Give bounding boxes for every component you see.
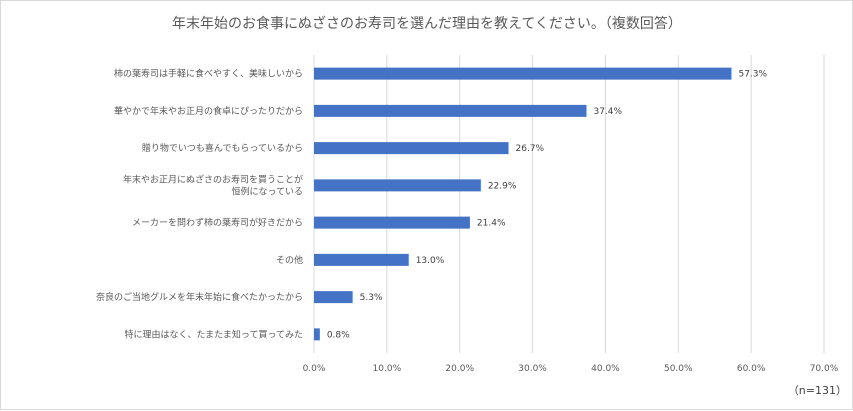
bar: [314, 216, 470, 229]
category-label: 柿の葉寿司は手軽に食べやすく、美味しいから: [114, 68, 303, 80]
category-label: 恒例になっている: [231, 185, 303, 197]
value-label: 22.9%: [488, 181, 517, 191]
bar: [314, 104, 587, 117]
category-label: メーカーを問わず柿の葉寿司が好きだから: [132, 217, 303, 229]
category-label: 華やかで年末やお正月の食卓にぴったりだから: [114, 105, 303, 117]
category-label: 贈り物でいつも喜んでもらっているから: [142, 142, 303, 154]
x-tick-label: 30.0%: [518, 364, 547, 374]
bar: [314, 179, 481, 192]
bar: [314, 67, 732, 80]
category-label: 奈良のご当地グルメを年末年始に食べたかったから: [96, 291, 303, 303]
x-tick-label: 40.0%: [591, 364, 620, 374]
x-tick-label: 70.0%: [810, 364, 839, 374]
gridlines: [313, 55, 825, 353]
bar: [314, 253, 409, 266]
category-labels: 柿の葉寿司は手軽に食べやすく、美味しいから華やかで年末やお正月の食卓にぴったりだ…: [96, 68, 303, 341]
category-label: その他: [276, 254, 303, 266]
bars: [314, 67, 732, 341]
bar: [314, 291, 353, 304]
value-label: 26.7%: [516, 144, 545, 154]
value-label: 13.0%: [416, 256, 445, 266]
value-label: 0.8%: [327, 330, 350, 340]
x-tick-label: 20.0%: [445, 364, 474, 374]
chart-title: 年末年始のお食事にぬざさのお寿司を選んだ理由を教えてください。（複数回答）: [172, 15, 682, 32]
sample-size-note: （n=131）: [788, 384, 847, 397]
value-label: 5.3%: [360, 293, 383, 303]
bar: [314, 142, 509, 155]
x-axis-ticks: 0.0% 10.0% 20.0% 30.0% 40.0% 50.0% 60.0% 70.0%: [303, 364, 839, 374]
value-label: 37.4%: [593, 107, 622, 117]
category-label: 特に理由はなく、たまたま知って買ってみた: [124, 328, 303, 340]
category-label: 年末やお正月にぬざさのお寿司を買うことが: [123, 173, 303, 185]
value-labels: 57.3% 37.4% 26.7% 22.9% 21.4% 13.0% 5.3% 0.8%: [327, 70, 768, 341]
x-tick-label: 60.0%: [737, 364, 766, 374]
value-label: 21.4%: [477, 219, 506, 229]
bar: [314, 328, 320, 341]
value-label: 57.3%: [738, 70, 767, 80]
x-tick-label: 10.0%: [373, 364, 402, 374]
x-tick-label: 0.0%: [303, 364, 326, 374]
x-tick-label: 50.0%: [664, 364, 693, 374]
